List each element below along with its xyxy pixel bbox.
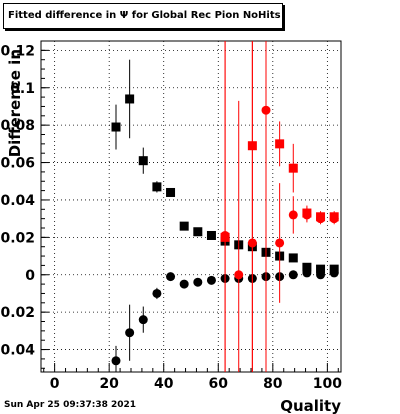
data-point-circle: [234, 270, 244, 280]
data-point-circle: [316, 270, 326, 280]
data-point-square: [206, 230, 216, 240]
data-point-circle: [288, 270, 298, 280]
x-tick-label: 0: [50, 376, 60, 392]
data-point-circle: [125, 328, 135, 338]
data-point-circle: [275, 238, 285, 248]
data-point-circle: [166, 272, 176, 282]
data-point-square: [111, 122, 121, 132]
y-tick-label: 0: [25, 268, 35, 284]
data-point-circle: [261, 105, 271, 115]
x-axis-label: Quality: [280, 397, 341, 414]
plot-frame: [40, 40, 342, 373]
data-point-circle: [288, 210, 298, 220]
data-point-square: [288, 163, 298, 173]
data-point-square: [166, 187, 176, 197]
x-tick-label: 80: [263, 376, 283, 392]
data-point-circle: [316, 214, 326, 224]
data-point-circle: [138, 315, 148, 325]
data-point-circle: [179, 279, 189, 289]
data-point-circle: [220, 230, 230, 240]
data-point-circle: [302, 268, 312, 278]
axis-ticks: [41, 49, 339, 372]
y-tick-label: -0.02: [0, 305, 35, 321]
y-axis-label: Difference in: [6, 49, 24, 157]
timestamp: Sun Apr 25 09:37:38 2021: [4, 400, 137, 410]
chart-title: Fitted difference in Ψ for Global Rec Pi…: [3, 3, 283, 29]
data-markers: [111, 41, 339, 372]
data-point-square: [138, 156, 148, 166]
data-point-square: [288, 253, 298, 263]
data-point-square: [316, 264, 326, 274]
data-point-circle: [329, 214, 339, 224]
y-tick-label: 0.12: [0, 43, 35, 59]
data-point-square: [275, 139, 285, 149]
data-point-square: [152, 182, 162, 192]
y-tick-label: 0.04: [0, 193, 35, 209]
x-tick-labels: 0 20 40 60 80 100: [50, 376, 342, 392]
y-tick-label: 0.02: [0, 230, 35, 246]
y-tick-label: 0.1: [10, 81, 35, 97]
data-point-circle: [206, 275, 216, 285]
x-tick-label: 60: [209, 376, 229, 392]
data-point-square: [179, 221, 189, 231]
y-tick-label: 0.08: [0, 118, 35, 134]
data-point-square: [125, 94, 135, 104]
y-tick-label: 0.06: [0, 156, 35, 172]
y-tick-labels: -0.04 -0.02 0 0.02 0.04 0.06 0.08 0.1 0.12: [0, 43, 35, 358]
x-tick-label: 100: [313, 376, 342, 392]
grid-lines: [41, 41, 341, 372]
data-point-square: [302, 262, 312, 272]
data-point-circle: [329, 268, 339, 278]
data-point-circle: [193, 277, 203, 287]
x-tick-label: 40: [154, 376, 174, 392]
y-tick-label: -0.04: [0, 343, 35, 359]
x-tick-label: 20: [99, 376, 119, 392]
data-point-square: [193, 227, 203, 237]
data-point-circle: [302, 210, 312, 220]
data-point-circle: [111, 356, 121, 366]
data-point-circle: [152, 288, 162, 298]
data-point-circle: [247, 238, 257, 248]
